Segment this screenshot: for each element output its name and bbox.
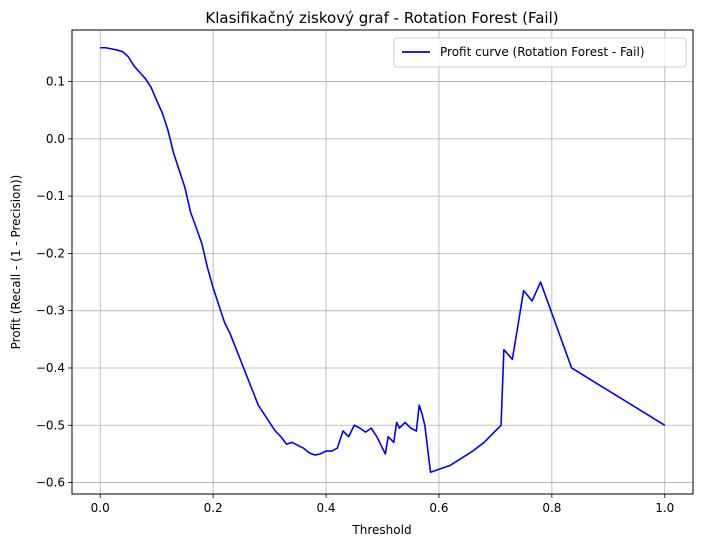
y-axis-ticks: 0.1 0.0 −0.1 −0.2 −0.3 −0.4 −0.5 −0.6 [36,75,72,490]
x-tick-label: 0.4 [316,501,335,515]
x-axis-label: Threshold [351,523,411,537]
y-tick-label: −0.2 [36,246,65,260]
grid-lines [72,30,693,494]
plot-area [100,46,666,474]
axes-frame [71,29,694,495]
y-tick-label: −0.4 [36,361,65,375]
legend: Profit curve (Rotation Forest - Fail) [393,37,687,68]
profit-curve-line [100,46,666,474]
y-axis-label: Profit (Recall - (1 - Precision)) [9,175,23,350]
y-tick-label: 0.1 [46,75,65,89]
y-tick-label: −0.1 [36,189,65,203]
y-tick-label: −0.6 [36,476,65,490]
x-axis-ticks: 0.0 0.2 0.4 0.6 0.8 1.0 [91,494,674,515]
legend-label: Profit curve (Rotation Forest - Fail) [440,45,645,59]
x-tick-label: 1.0 [655,501,674,515]
y-tick-label: −0.5 [36,418,65,432]
y-tick-label: 0.0 [46,132,65,146]
x-tick-label: 0.8 [542,501,561,515]
legend-box [393,37,687,68]
chart-title: Klasifikačný ziskový graf - Rotation For… [205,9,558,27]
x-tick-label: 0.6 [429,501,448,515]
x-tick-label: 0.0 [91,501,110,515]
x-tick-label: 0.2 [204,501,223,515]
y-tick-label: −0.3 [36,304,65,318]
